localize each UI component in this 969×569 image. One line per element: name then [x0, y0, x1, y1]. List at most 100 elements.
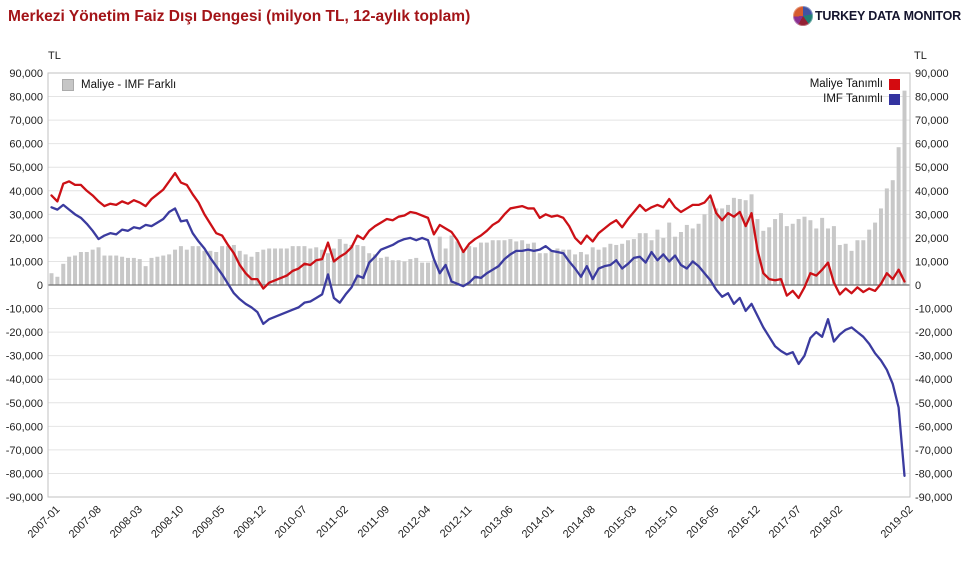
bar [378, 257, 383, 285]
bar [414, 257, 419, 285]
bar [773, 219, 778, 285]
y-tick-label-left: 50,000 [9, 162, 43, 174]
y-tick-label-right: 20,000 [915, 233, 949, 245]
line-maliye-tanimli [50, 171, 906, 300]
y-tick-label-left: -80,000 [6, 468, 43, 480]
x-tick-label: 2009-12 [231, 504, 268, 541]
y-tick-label-left: 30,000 [9, 209, 43, 221]
bar [655, 229, 660, 285]
bar [190, 246, 195, 285]
bar [549, 250, 554, 285]
bar [614, 244, 619, 285]
bar [873, 222, 878, 285]
bar [308, 248, 313, 285]
bar [696, 223, 701, 285]
x-tick-label: 2016-12 [726, 504, 763, 541]
bar [902, 90, 907, 285]
x-tick-label: 2015-03 [602, 504, 639, 541]
y-tick-label-right: -80,000 [915, 468, 952, 480]
bar [243, 254, 248, 285]
bar [708, 200, 713, 285]
bar [208, 250, 213, 285]
y-tick-label-right: 70,000 [915, 115, 949, 127]
x-tick-label: 2011-09 [356, 504, 392, 540]
bar [67, 256, 72, 285]
bar [343, 243, 348, 285]
y-axis-labels-left: 90,000 80,000 70,000 60,000 50,000 40,000 30,0… [6, 68, 43, 504]
bar [473, 247, 478, 285]
bar [196, 246, 201, 285]
pie-chart-logo-icon [793, 6, 813, 26]
y-tick-label-left: 20,000 [9, 233, 43, 245]
y-tick-label-right: 80,000 [915, 92, 949, 104]
x-tick-label: 2010-07 [273, 504, 310, 541]
bar [514, 241, 519, 285]
y-tick-label-right: -30,000 [915, 351, 952, 363]
bar [478, 242, 483, 285]
bar [796, 219, 801, 285]
bar [849, 250, 854, 285]
bar [673, 236, 678, 285]
bar [408, 259, 413, 285]
y-tick-label-right: -10,000 [915, 304, 952, 316]
x-tick-label: 2014-08 [561, 504, 598, 541]
bar [55, 276, 60, 285]
bar [290, 246, 295, 285]
bar [555, 248, 560, 285]
bar [149, 257, 154, 285]
line-imf-tanimli [50, 203, 906, 477]
y-tick-label-right: 0 [915, 280, 921, 292]
x-tick-label: 2019-02 [879, 504, 916, 541]
bar [431, 260, 436, 285]
bar [390, 260, 395, 285]
x-tick-label: 2012-04 [396, 504, 433, 541]
brand-name-part1: TURKEY DATA [815, 9, 901, 23]
bar [820, 217, 825, 285]
bar-series-label: Maliye - IMF Farklı [81, 79, 177, 91]
bar [720, 208, 725, 285]
bar [743, 200, 748, 285]
y-tick-label-left: -90,000 [6, 492, 43, 504]
bar [731, 197, 736, 285]
x-tick-label: 2008-03 [108, 504, 145, 541]
bar [843, 243, 848, 285]
bar [637, 233, 642, 285]
bar [520, 240, 525, 285]
plot-border [47, 72, 911, 498]
bar [761, 230, 766, 285]
bar [96, 247, 101, 285]
bar [790, 223, 795, 285]
blue-series-swatch-icon [889, 93, 900, 105]
bar [455, 241, 460, 285]
bar [784, 226, 789, 285]
bar [420, 262, 425, 285]
y-tick-label-right: -50,000 [915, 398, 952, 410]
bar [384, 256, 389, 285]
bar [161, 255, 166, 285]
bar [355, 244, 360, 285]
brand-logo: TURKEY DATA MONITOR [793, 6, 961, 26]
bar [878, 208, 883, 285]
bar [649, 240, 654, 285]
legend-bar-series: Maliye - IMF Farklı [62, 79, 176, 91]
bar [84, 252, 89, 285]
bar [767, 227, 772, 285]
blue-series-label: IMF Tanımlı [823, 93, 883, 105]
y-tick-label-right: -90,000 [915, 492, 952, 504]
bar-series-swatch-icon [62, 79, 74, 91]
bar [643, 233, 648, 285]
bar [678, 232, 683, 285]
bar [737, 199, 742, 285]
bar [778, 213, 783, 285]
x-tick-label: 2009-05 [190, 504, 227, 541]
x-tick-label: 2011-02 [314, 504, 350, 540]
y-axis-unit-left: TL [48, 50, 61, 62]
bar [167, 254, 172, 285]
bar [543, 253, 548, 285]
y-tick-label-left: 10,000 [9, 256, 43, 268]
bar [320, 249, 325, 285]
bar [490, 240, 495, 285]
bar [202, 250, 207, 285]
